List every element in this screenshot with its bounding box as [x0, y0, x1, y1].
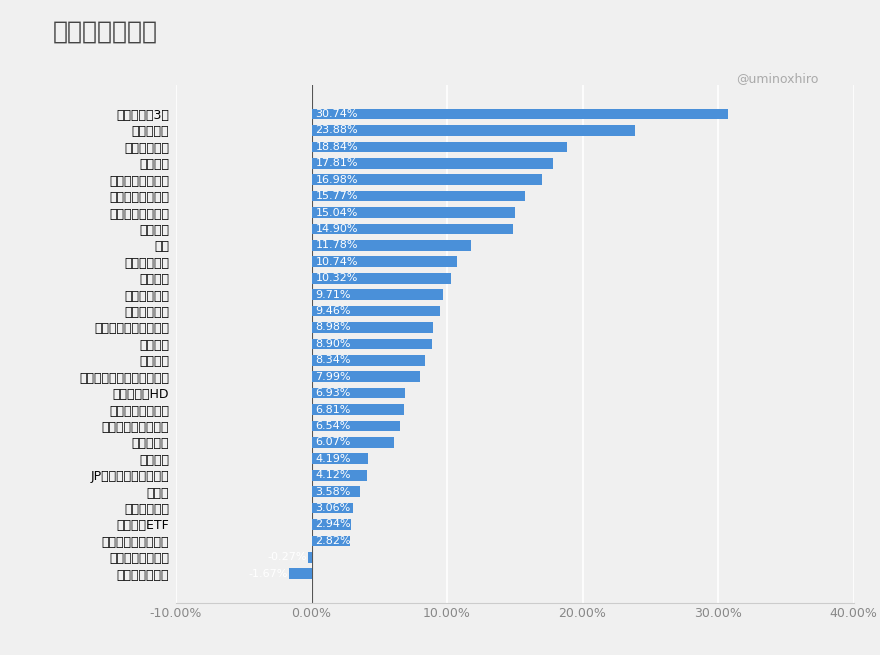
Text: 7.99%: 7.99% — [316, 372, 351, 382]
Text: 17.81%: 17.81% — [316, 159, 358, 168]
Text: 4.19%: 4.19% — [316, 454, 351, 464]
Text: 2.82%: 2.82% — [316, 536, 351, 546]
Bar — [312, 273, 451, 284]
Bar — [312, 519, 351, 530]
Bar — [312, 257, 457, 267]
Bar — [312, 355, 424, 365]
Text: 9.46%: 9.46% — [316, 306, 351, 316]
Text: 2.94%: 2.94% — [316, 519, 351, 529]
Text: 10.32%: 10.32% — [316, 273, 358, 283]
Bar — [308, 552, 312, 563]
Text: -1.67%: -1.67% — [248, 569, 288, 579]
Text: 3.06%: 3.06% — [316, 503, 351, 513]
Text: 11.78%: 11.78% — [316, 240, 358, 250]
Text: 8.34%: 8.34% — [316, 355, 351, 365]
Text: 6.54%: 6.54% — [316, 421, 351, 431]
Bar — [312, 486, 360, 497]
Text: 10.74%: 10.74% — [316, 257, 358, 267]
Text: 6.93%: 6.93% — [316, 388, 351, 398]
Text: 14.90%: 14.90% — [316, 224, 358, 234]
Bar — [312, 306, 440, 316]
Bar — [312, 470, 367, 481]
Bar — [312, 290, 444, 300]
Text: 30.74%: 30.74% — [316, 109, 358, 119]
Bar — [312, 371, 420, 382]
Text: 6.81%: 6.81% — [316, 405, 351, 415]
Text: -0.27%: -0.27% — [267, 552, 306, 563]
Bar — [312, 207, 516, 218]
Bar — [312, 388, 406, 398]
Bar — [312, 240, 471, 251]
Bar — [312, 125, 635, 136]
Text: 6.07%: 6.07% — [316, 438, 351, 447]
Text: 8.90%: 8.90% — [316, 339, 351, 349]
Text: 18.84%: 18.84% — [316, 142, 358, 152]
Bar — [312, 404, 404, 415]
Text: 保有銘柄騰落率: 保有銘柄騰落率 — [53, 20, 158, 44]
Bar — [312, 322, 433, 333]
Bar — [312, 339, 432, 349]
Bar — [312, 191, 525, 202]
Text: 4.12%: 4.12% — [316, 470, 351, 480]
Text: 23.88%: 23.88% — [316, 125, 358, 136]
Text: 16.98%: 16.98% — [316, 175, 358, 185]
Bar — [289, 569, 312, 579]
Bar — [312, 437, 393, 448]
Bar — [312, 453, 369, 464]
Text: 8.98%: 8.98% — [316, 322, 351, 333]
Bar — [312, 536, 349, 546]
Text: 9.71%: 9.71% — [316, 290, 351, 299]
Bar — [312, 503, 353, 514]
Bar — [312, 174, 541, 185]
Text: 3.58%: 3.58% — [316, 487, 351, 496]
Bar — [312, 223, 513, 234]
Bar — [312, 141, 567, 152]
Bar — [312, 109, 728, 119]
Text: @uminoxhiro: @uminoxhiro — [736, 72, 818, 85]
Text: 15.04%: 15.04% — [316, 208, 358, 217]
Bar — [312, 421, 400, 431]
Bar — [312, 158, 553, 168]
Text: 15.77%: 15.77% — [316, 191, 358, 201]
